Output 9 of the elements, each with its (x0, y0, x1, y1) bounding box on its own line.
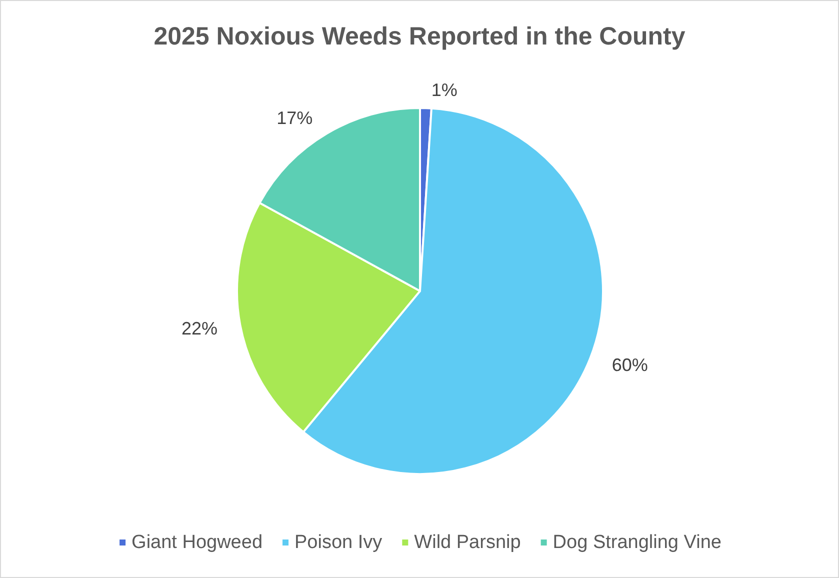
data-label: 1% (431, 80, 458, 100)
legend-label: Giant Hogweed (132, 532, 263, 553)
data-label: 17% (276, 108, 313, 128)
chart-title: 2025 Noxious Weeds Reported in the County (154, 22, 686, 50)
data-label: 22% (182, 318, 218, 339)
legend-label: Poison Ivy (294, 532, 383, 553)
legend-label: Wild Parsnip (414, 532, 521, 553)
data-label: 60% (612, 354, 648, 375)
legend-label: Dog Strangling Vine (552, 532, 722, 553)
